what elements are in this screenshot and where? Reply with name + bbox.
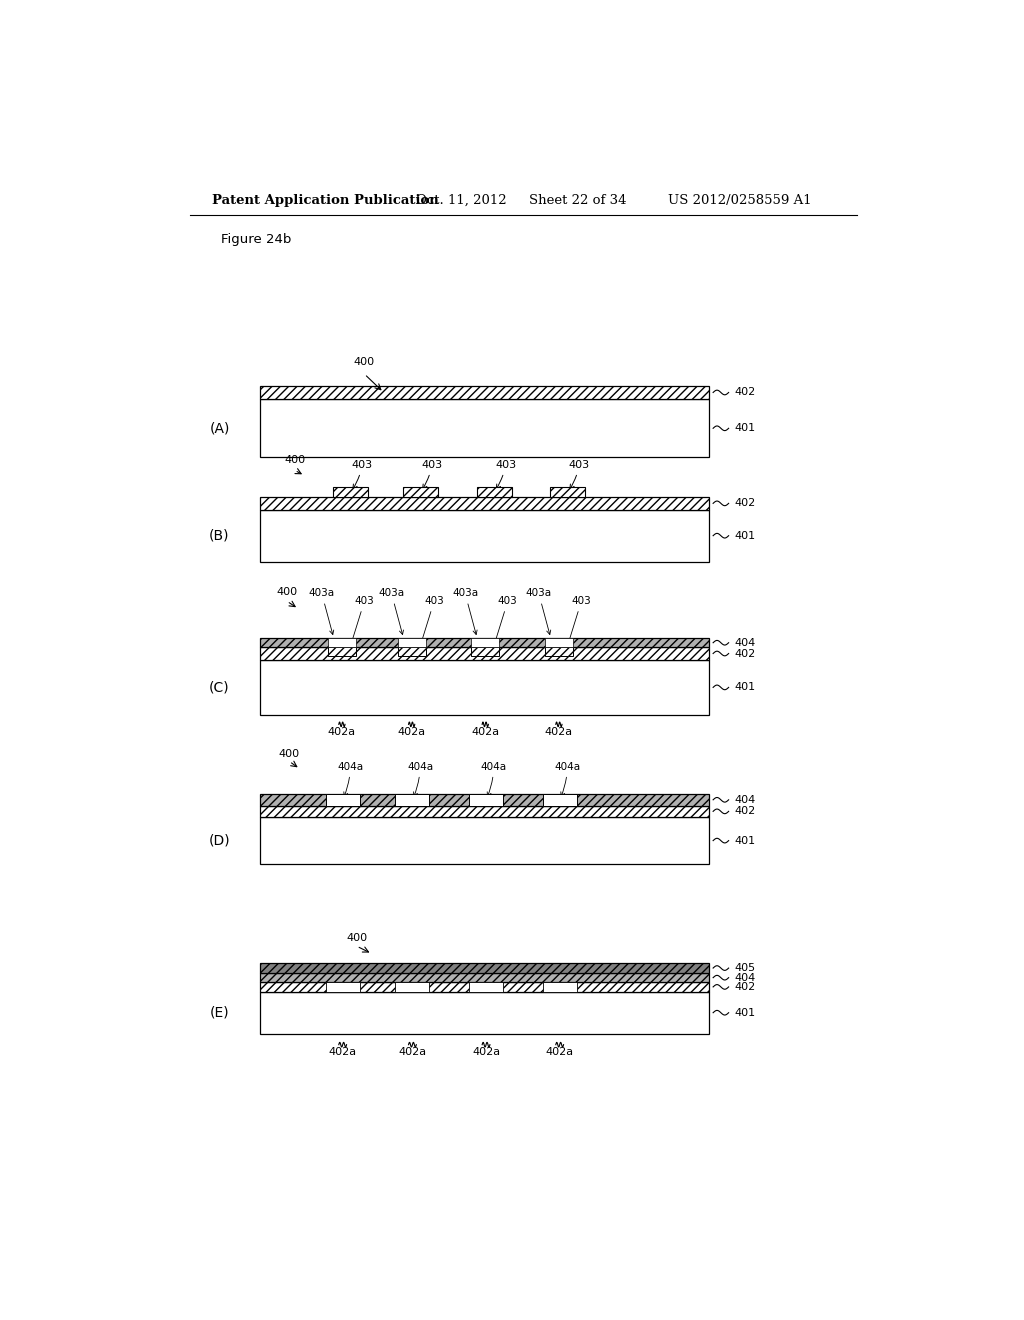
Text: 403: 403 [494,597,517,644]
Bar [471,638,500,647]
Text: 402a: 402a [472,1047,500,1057]
Bar [260,638,710,647]
Text: 405: 405 [734,964,755,973]
Text: 400: 400 [279,748,300,759]
Bar [260,807,710,817]
Text: (B): (B) [209,529,229,543]
Text: 404a: 404a [408,762,433,796]
Bar [397,638,426,647]
Text: 403: 403 [567,597,591,644]
Text: 401: 401 [734,1007,755,1018]
Text: 402a: 402a [398,1047,426,1057]
Text: (A): (A) [209,421,229,436]
Text: 404a: 404a [337,762,364,796]
Text: 402a: 402a [329,1047,356,1057]
Bar [260,817,710,865]
Bar [328,638,356,647]
Text: Patent Application Publication: Patent Application Publication [212,194,438,207]
Bar [545,638,572,647]
Text: 404a: 404a [480,762,507,796]
Text: 403: 403 [422,459,442,488]
Bar [260,400,710,457]
Text: 402a: 402a [546,1047,573,1057]
Bar [334,487,369,498]
Text: 402: 402 [734,648,756,659]
Text: 401: 401 [734,836,755,846]
Text: 403: 403 [420,597,444,644]
Bar [397,647,426,656]
Bar [260,793,710,807]
Bar [471,647,500,656]
Text: 402a: 402a [471,727,500,737]
Bar [260,647,710,660]
Bar [550,487,586,498]
Bar [326,793,359,807]
Text: 403: 403 [352,459,373,488]
Text: Sheet 22 of 34: Sheet 22 of 34 [528,194,627,207]
Text: Oct. 11, 2012: Oct. 11, 2012 [416,194,507,207]
Text: 401: 401 [734,424,755,433]
Text: 403: 403 [350,597,374,644]
Bar [395,982,429,991]
Text: 402a: 402a [545,727,573,737]
Text: 404a: 404a [554,762,581,796]
Bar [260,973,710,982]
Bar [260,991,710,1034]
Text: (E): (E) [210,1006,229,1020]
Bar [395,793,429,807]
Bar [403,487,438,498]
Text: (C): (C) [209,680,229,694]
Text: 402: 402 [734,807,756,816]
Text: 404: 404 [734,795,756,805]
Text: 401: 401 [734,531,755,541]
Text: 402: 402 [734,388,756,397]
Text: 403: 403 [496,459,516,488]
Bar [543,982,577,991]
Bar [260,510,710,562]
Text: 403a: 403a [308,589,335,635]
Text: US 2012/0258559 A1: US 2012/0258559 A1 [669,194,812,207]
Bar [260,964,710,973]
Bar [469,793,503,807]
Text: 400: 400 [284,455,305,465]
Text: 400: 400 [346,933,368,944]
Text: 400: 400 [276,587,297,597]
Bar [543,793,577,807]
Text: 402a: 402a [397,727,426,737]
Bar [260,982,710,991]
Text: 401: 401 [734,682,755,693]
Bar [260,660,710,715]
Text: 402: 402 [734,499,756,508]
Bar [469,982,503,991]
Bar [326,982,359,991]
Text: 403a: 403a [452,589,478,635]
Text: 403: 403 [569,459,590,488]
Text: 404: 404 [734,638,756,648]
Bar [260,385,710,400]
Bar [328,647,356,656]
Text: 402: 402 [734,982,756,991]
Text: Figure 24b: Figure 24b [221,232,292,246]
Bar [477,487,512,498]
Text: 400: 400 [354,358,375,367]
Text: 403a: 403a [379,589,404,635]
Bar [260,498,710,510]
Text: 402a: 402a [328,727,356,737]
Text: 404: 404 [734,973,756,982]
Text: 403a: 403a [525,589,552,635]
Text: (D): (D) [209,834,230,847]
Bar [545,647,572,656]
